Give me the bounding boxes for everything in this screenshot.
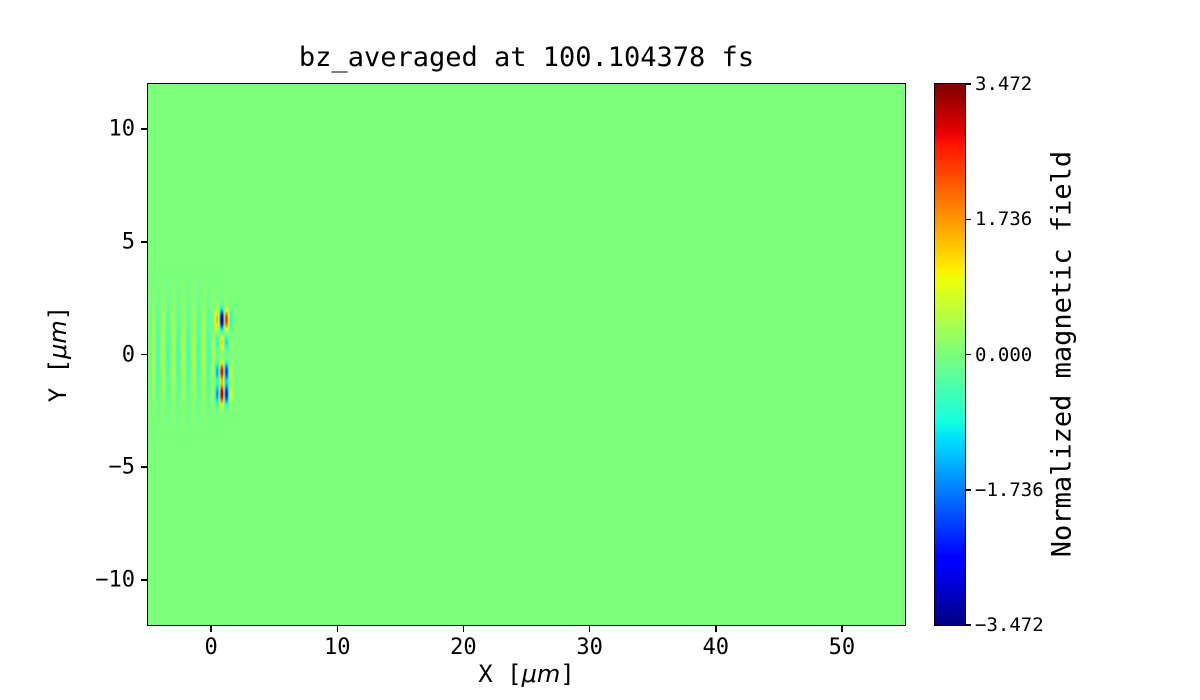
colorbar-tick-label: 1.736: [975, 208, 1033, 231]
x-tick-mark: [588, 625, 591, 632]
x-tick-mark: [715, 625, 717, 632]
heatmap-canvas: [148, 84, 905, 625]
x-axis-label: X [μm]: [148, 660, 905, 688]
x-axis-label-unit: μm: [521, 660, 561, 688]
colorbar-tick-label: 3.472: [975, 73, 1033, 95]
colorbar-label: Normalized magnetic field: [1046, 150, 1078, 558]
y-tick-label: 5: [121, 229, 135, 255]
y-axis-label-unit: μm: [44, 320, 72, 359]
y-tick-label: −5: [108, 454, 136, 480]
x-tick-label: 40: [702, 635, 730, 660]
x-axis-label-post: ]: [560, 660, 575, 688]
x-tick-mark: [336, 625, 338, 632]
x-tick-label: 30: [576, 635, 603, 660]
x-tick-label: 0: [204, 635, 218, 660]
colorbar-tick-label: 0.000: [975, 343, 1033, 366]
y-tick-label: 10: [108, 116, 136, 142]
y-tick-label: −10: [95, 567, 135, 593]
y-tick-label: 0: [121, 342, 135, 367]
x-tick-label: 10: [324, 635, 351, 660]
y-axis-label-post: ]: [44, 305, 72, 321]
x-tick-label: 50: [828, 635, 856, 660]
colorbar-tick-label: −1.736: [975, 478, 1044, 501]
colorbar-canvas: [935, 84, 965, 625]
x-tick-mark: [462, 625, 465, 632]
plot-title: bz_averaged at 100.104378 fs: [298, 42, 755, 73]
colorbar: [934, 83, 966, 626]
plot-area: [147, 83, 906, 626]
x-tick-mark: [210, 625, 212, 632]
x-tick-mark: [841, 625, 843, 632]
colorbar-tick-label: −3.472: [975, 614, 1044, 636]
y-axis-label: Y [μm]: [44, 306, 72, 402]
x-tick-label: 20: [450, 635, 477, 660]
x-axis-label-pre: X [: [478, 660, 522, 688]
y-axis-label-pre: Y [: [44, 358, 72, 403]
